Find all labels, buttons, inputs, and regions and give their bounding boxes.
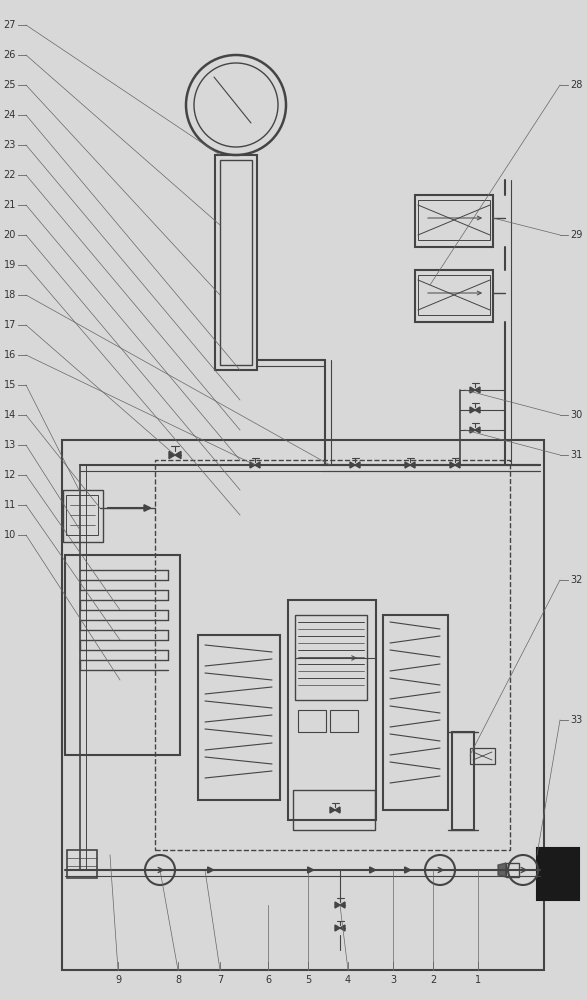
Bar [418,275,490,315]
Bar [62,440,544,970]
Polygon shape [255,462,260,468]
Polygon shape [470,387,475,393]
Text: 2: 2 [430,975,436,985]
Text: 30: 30 [570,410,582,420]
Text: 5: 5 [305,975,311,985]
Bar [215,155,257,370]
Polygon shape [450,462,455,468]
Text: 21: 21 [4,200,16,210]
Text: 13: 13 [4,440,16,450]
Polygon shape [470,407,475,413]
Text: 19: 19 [4,260,16,270]
Text: 32: 32 [570,575,582,585]
Bar [452,732,474,830]
Bar [506,863,519,877]
Text: 29: 29 [570,230,582,240]
Bar [415,195,493,247]
Text: 4: 4 [345,975,351,985]
Polygon shape [405,462,410,468]
Text: 33: 33 [570,715,582,725]
Bar [288,600,376,820]
Text: 15: 15 [4,380,16,390]
Text: 12: 12 [4,470,16,480]
Bar [66,495,98,535]
Bar [63,490,103,542]
Polygon shape [340,902,345,908]
Text: 17: 17 [4,320,16,330]
Text: 7: 7 [217,975,223,985]
Polygon shape [335,902,340,908]
Text: 18: 18 [4,290,16,300]
Polygon shape [475,387,480,393]
Bar [383,615,448,810]
Bar [220,160,252,365]
Bar [415,270,493,322]
Polygon shape [340,925,345,931]
Bar [537,848,579,900]
Polygon shape [330,807,335,813]
Text: 20: 20 [4,230,16,240]
Text: 22: 22 [4,170,16,180]
Polygon shape [175,451,181,459]
Text: 28: 28 [570,80,582,90]
Bar [298,710,326,732]
Polygon shape [355,462,360,468]
Polygon shape [169,451,175,459]
Text: 8: 8 [175,975,181,985]
Polygon shape [455,462,460,468]
Text: 27: 27 [4,20,16,30]
Bar [67,850,97,878]
Polygon shape [350,462,355,468]
Text: 9: 9 [115,975,121,985]
Polygon shape [470,427,475,433]
Text: 1: 1 [475,975,481,985]
Text: 3: 3 [390,975,396,985]
Polygon shape [335,925,340,931]
Polygon shape [335,807,340,813]
Text: 26: 26 [4,50,16,60]
Text: 23: 23 [4,140,16,150]
Text: 10: 10 [4,530,16,540]
Bar [295,615,367,700]
Polygon shape [475,427,480,433]
Text: 14: 14 [4,410,16,420]
Bar [198,635,280,800]
Polygon shape [410,462,415,468]
Bar [418,200,490,240]
Text: 6: 6 [265,975,271,985]
Text: 24: 24 [4,110,16,120]
Text: 16: 16 [4,350,16,360]
Bar [293,790,375,830]
Text: 31: 31 [570,450,582,460]
Text: 25: 25 [4,80,16,90]
Polygon shape [498,863,506,877]
Bar [65,555,180,755]
Polygon shape [250,462,255,468]
Bar [330,710,358,732]
Bar [155,460,510,850]
Text: 11: 11 [4,500,16,510]
Bar [470,748,495,764]
Polygon shape [475,407,480,413]
